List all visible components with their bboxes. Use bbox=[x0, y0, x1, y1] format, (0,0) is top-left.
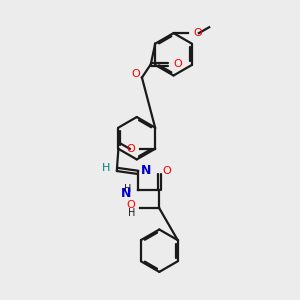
Text: O: O bbox=[126, 200, 135, 210]
Text: O: O bbox=[163, 166, 172, 176]
Text: O: O bbox=[126, 144, 135, 154]
Text: N: N bbox=[121, 187, 132, 200]
Text: O: O bbox=[174, 59, 182, 69]
Text: O: O bbox=[194, 28, 202, 38]
Text: O: O bbox=[132, 69, 140, 79]
Text: H: H bbox=[124, 184, 132, 194]
Text: H: H bbox=[102, 163, 110, 173]
Text: N: N bbox=[141, 164, 152, 177]
Text: H: H bbox=[128, 208, 135, 218]
